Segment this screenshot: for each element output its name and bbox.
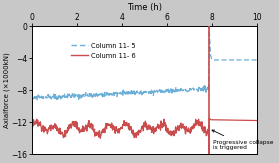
Legend: Column 11- 5, Column 11- 6: Column 11- 5, Column 11- 6 [69,40,139,61]
Column 11- 5 [110,93,114,95]
Column 11- 5 [203,85,206,87]
Text: Progressive collapse
is triggered: Progressive collapse is triggered [212,130,274,150]
Column 11- 5 [61,95,65,96]
Line: Column 11- 5: Column 11- 5 [32,86,209,100]
Column 11- 5 [36,99,39,101]
Column 11- 5 [76,95,79,97]
Column 11- 6 [162,118,166,120]
Column 11- 6 [99,137,102,139]
Column 11- 5 [148,92,152,94]
Column 11- 5 [30,96,33,98]
Column 11- 6 [148,128,152,130]
Column 11- 6 [207,131,210,133]
Column 11- 5 [163,90,167,92]
Column 11- 6 [110,127,114,129]
Line: Column 11- 6: Column 11- 6 [32,119,209,138]
Column 11- 6 [75,122,79,124]
Column 11- 6 [61,134,64,136]
Column 11- 6 [134,137,138,139]
Y-axis label: Axialforce (×1000kN): Axialforce (×1000kN) [3,52,10,128]
Column 11- 5 [134,94,138,96]
Column 11- 6 [30,121,33,123]
X-axis label: Time (h): Time (h) [127,3,162,13]
Column 11- 5 [207,86,210,88]
Column 11- 6 [164,123,167,125]
